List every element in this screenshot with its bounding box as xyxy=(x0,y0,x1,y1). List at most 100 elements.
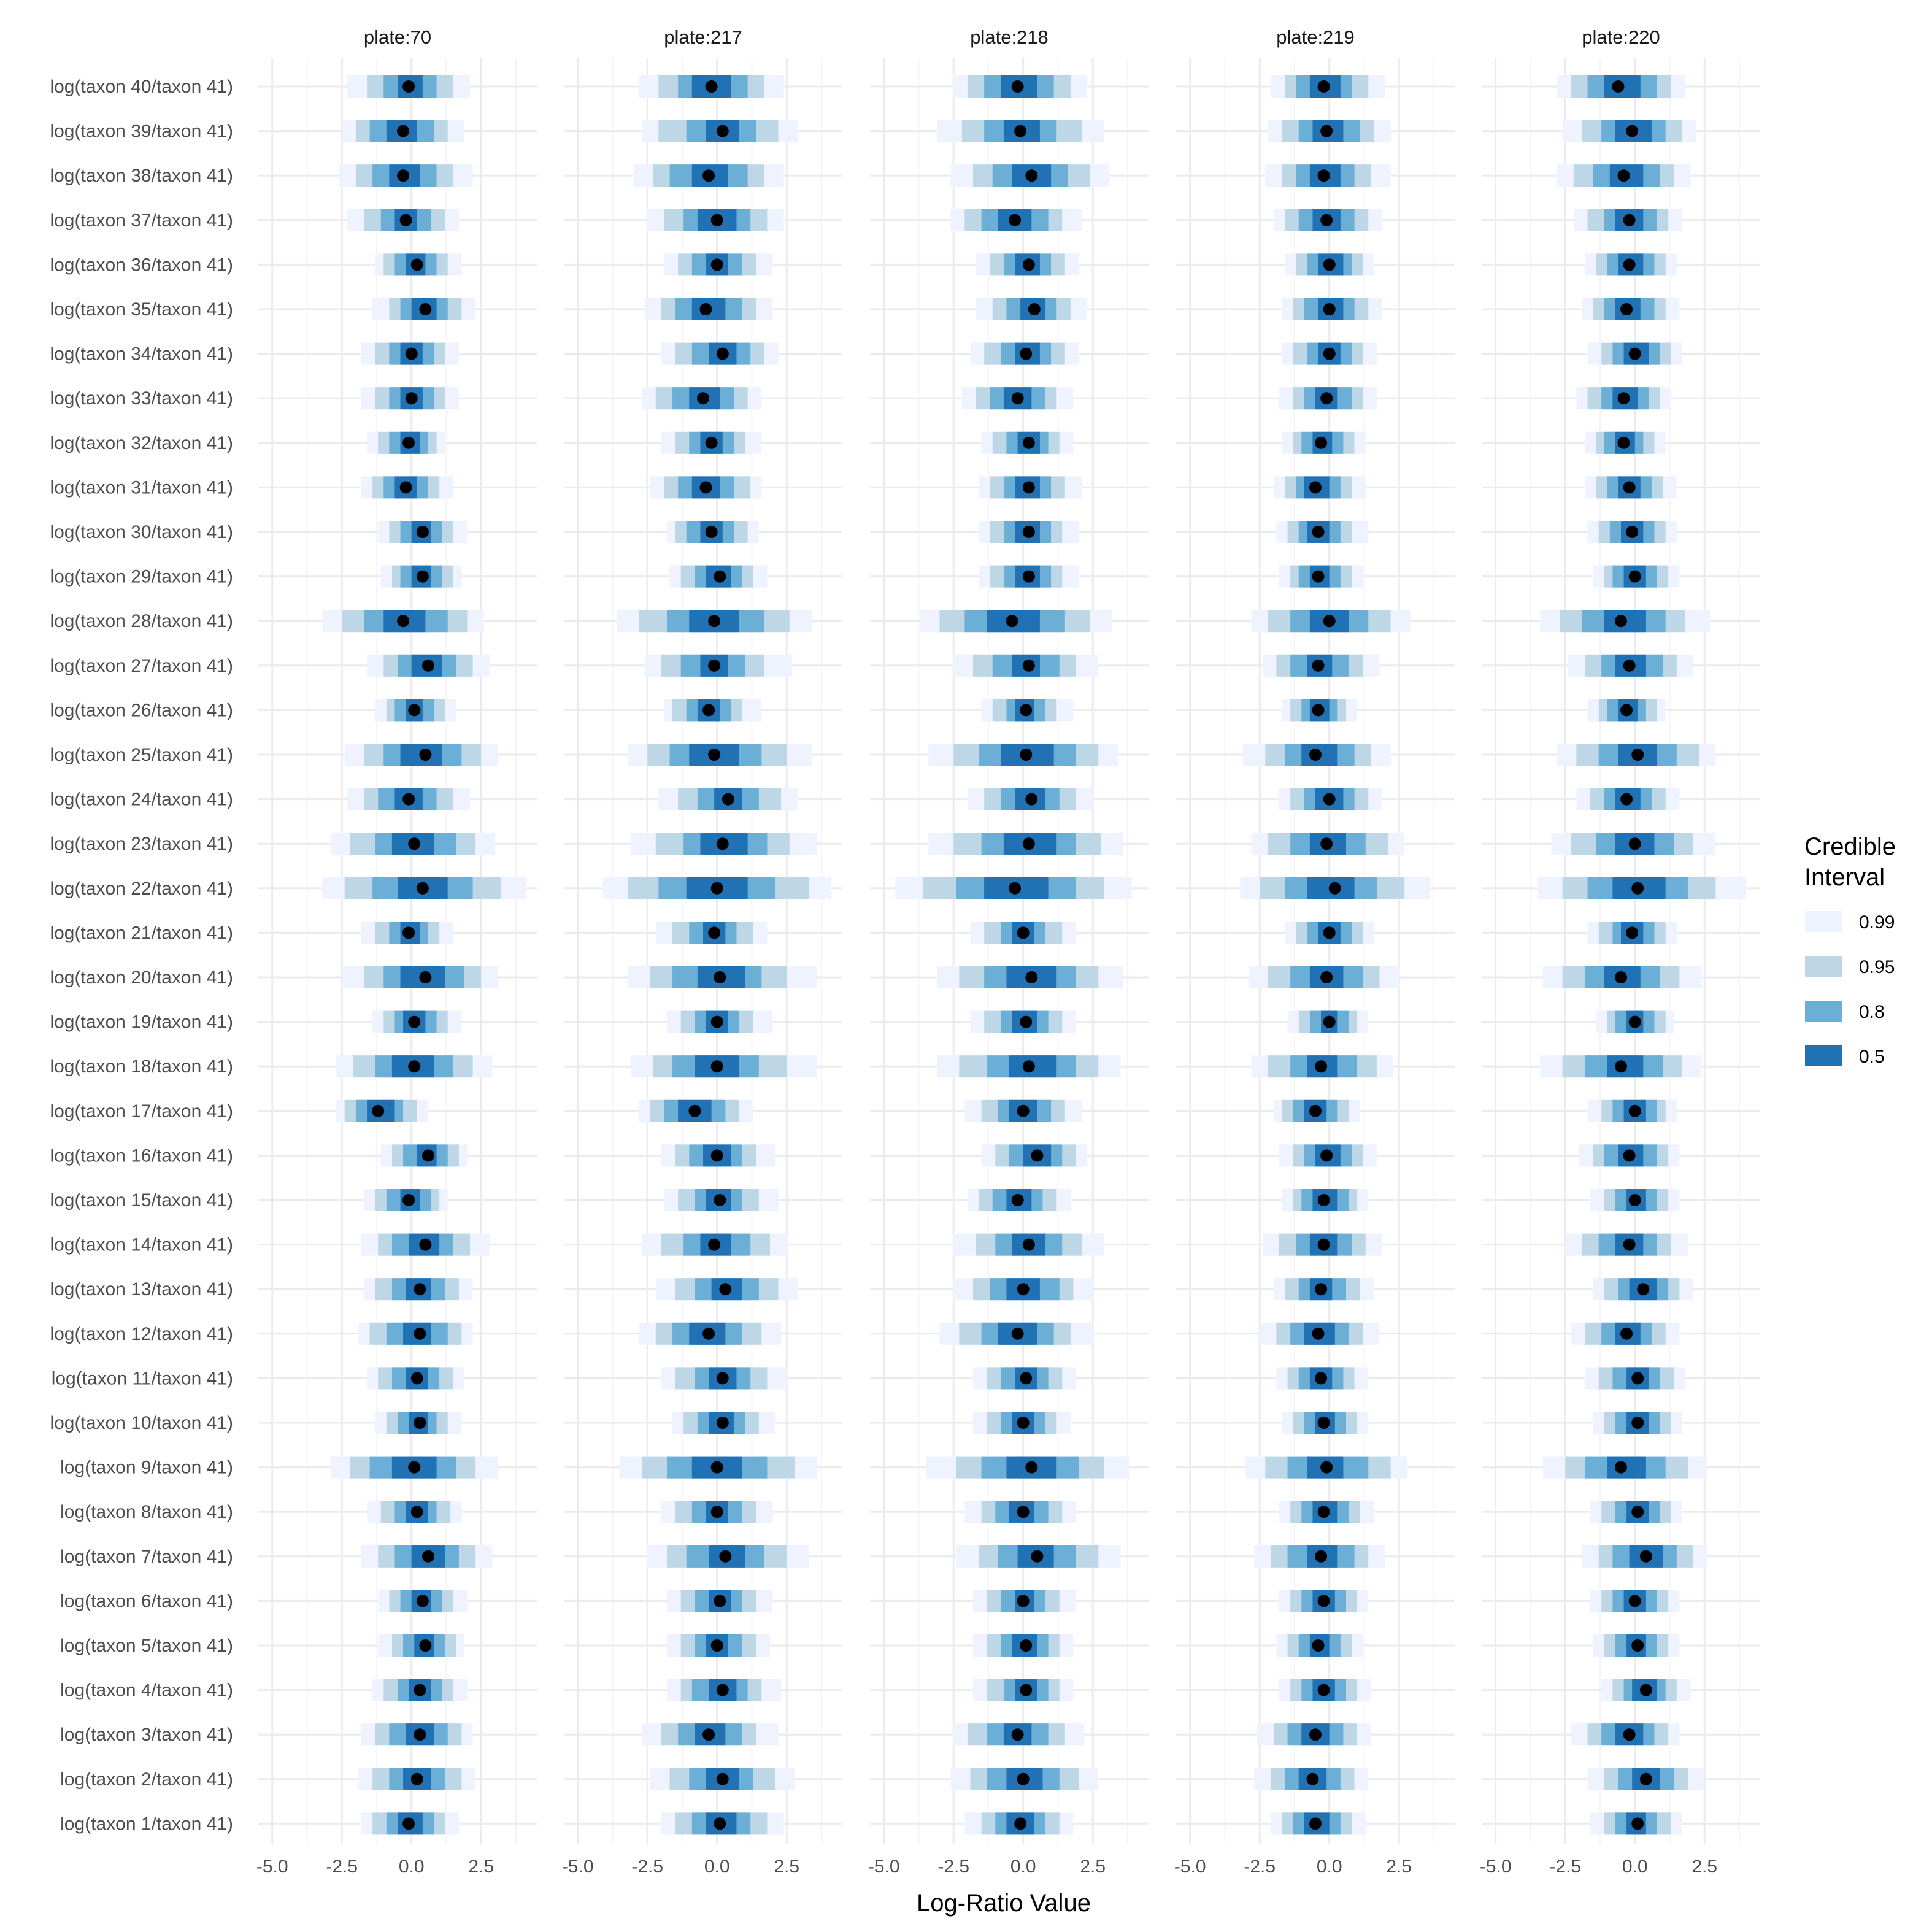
median-point xyxy=(710,1149,723,1162)
interval-row xyxy=(1537,877,1747,899)
median-point xyxy=(1637,1283,1650,1296)
median-point xyxy=(716,1684,729,1696)
median-point xyxy=(1323,1015,1336,1028)
median-point xyxy=(722,793,734,806)
median-point xyxy=(1022,570,1035,583)
interval-row xyxy=(1542,1456,1707,1479)
interval-row xyxy=(1576,387,1671,410)
x-tick-label: -5.0 xyxy=(256,1857,288,1877)
row-label: log(taxon 23/taxon 41) xyxy=(50,834,233,854)
x-tick-label: -2.5 xyxy=(937,1857,969,1877)
median-point xyxy=(1628,570,1641,583)
interval-row xyxy=(358,1322,473,1345)
median-point xyxy=(1020,1372,1033,1385)
interval-row xyxy=(1587,922,1677,944)
row-label: log(taxon 7/taxon 41) xyxy=(60,1547,233,1567)
interval-row xyxy=(361,476,453,499)
interval-row xyxy=(661,1501,773,1523)
median-point xyxy=(702,1728,715,1741)
median-point xyxy=(710,1506,723,1518)
row-label: log(taxon 28/taxon 41) xyxy=(50,611,233,631)
median-point xyxy=(1309,481,1322,494)
interval-row xyxy=(967,1189,1071,1211)
interval-row xyxy=(642,1723,779,1746)
legend-swatch xyxy=(1805,1045,1842,1066)
median-point xyxy=(1031,1550,1044,1563)
interval-row xyxy=(961,387,1074,410)
median-point xyxy=(1626,926,1639,939)
median-point xyxy=(1317,1506,1330,1518)
interval-row xyxy=(1587,342,1682,365)
median-point xyxy=(1011,1194,1024,1206)
median-point xyxy=(1617,436,1630,449)
interval-row xyxy=(617,610,812,633)
interval-row xyxy=(361,387,459,410)
median-point xyxy=(397,615,410,628)
interval-row xyxy=(664,699,762,722)
row-labels: log(taxon 40/taxon 41) log(taxon 39/taxon… xyxy=(50,77,233,1834)
interval-row xyxy=(972,1590,1076,1612)
median-point xyxy=(1017,1283,1030,1296)
median-point xyxy=(1620,793,1633,806)
median-point xyxy=(688,1104,701,1117)
median-point xyxy=(1312,1639,1325,1652)
interval-row xyxy=(375,699,456,722)
interval-row xyxy=(367,431,445,454)
interval-row xyxy=(979,476,1082,499)
interval-row xyxy=(664,253,773,276)
median-point xyxy=(719,1550,732,1563)
median-point xyxy=(1615,615,1627,628)
interval-row xyxy=(953,75,1088,98)
interval-row xyxy=(1584,253,1677,276)
interval-row xyxy=(1279,1144,1377,1167)
x-tick-label: -5.0 xyxy=(1480,1857,1512,1877)
median-point xyxy=(1020,1639,1033,1652)
median-point xyxy=(708,659,721,672)
median-point xyxy=(419,303,432,315)
interval-row xyxy=(375,253,462,276)
median-point xyxy=(1025,169,1038,182)
median-point xyxy=(1025,971,1038,983)
interval-row xyxy=(378,521,468,543)
median-point xyxy=(1615,1060,1627,1073)
median-point xyxy=(702,704,715,717)
interval-row xyxy=(950,209,1082,231)
interval-row xyxy=(342,966,498,988)
interval-row xyxy=(1568,654,1694,677)
median-point xyxy=(1628,837,1641,850)
median-point xyxy=(1017,1506,1030,1518)
interval-row xyxy=(953,1233,1104,1256)
row-label: log(taxon 6/taxon 41) xyxy=(60,1591,233,1611)
interval-row xyxy=(666,1634,770,1657)
median-point xyxy=(1017,1595,1030,1607)
interval-marks xyxy=(602,75,831,1835)
median-point xyxy=(710,1639,723,1652)
row-label: log(taxon 17/taxon 41) xyxy=(50,1101,233,1122)
interval-row xyxy=(602,877,831,899)
median-point xyxy=(1639,1550,1652,1563)
interval-row xyxy=(1265,164,1391,187)
interval-row xyxy=(358,1768,476,1790)
median-point xyxy=(1309,1104,1322,1117)
interval-row xyxy=(1254,1768,1369,1790)
median-point xyxy=(1312,704,1325,717)
interval-row xyxy=(1584,1367,1685,1390)
interval-row xyxy=(964,1812,1074,1835)
row-label: log(taxon 14/taxon 41) xyxy=(50,1235,233,1255)
interval-row xyxy=(1587,1768,1705,1790)
median-point xyxy=(410,1506,423,1518)
interval-row xyxy=(1590,1590,1680,1612)
median-point xyxy=(1009,882,1022,895)
median-point xyxy=(1631,749,1644,761)
interval-row xyxy=(964,1501,1076,1523)
row-label: log(taxon 34/taxon 41) xyxy=(50,344,233,364)
interval-row xyxy=(639,75,784,98)
interval-row xyxy=(936,966,1124,988)
interval-row xyxy=(644,654,793,677)
interval-row xyxy=(1593,1412,1682,1434)
median-point xyxy=(1011,392,1024,405)
interval-marks xyxy=(895,75,1132,1835)
interval-row xyxy=(630,1055,818,1078)
interval-row xyxy=(666,1010,773,1033)
median-point xyxy=(1306,1772,1319,1785)
